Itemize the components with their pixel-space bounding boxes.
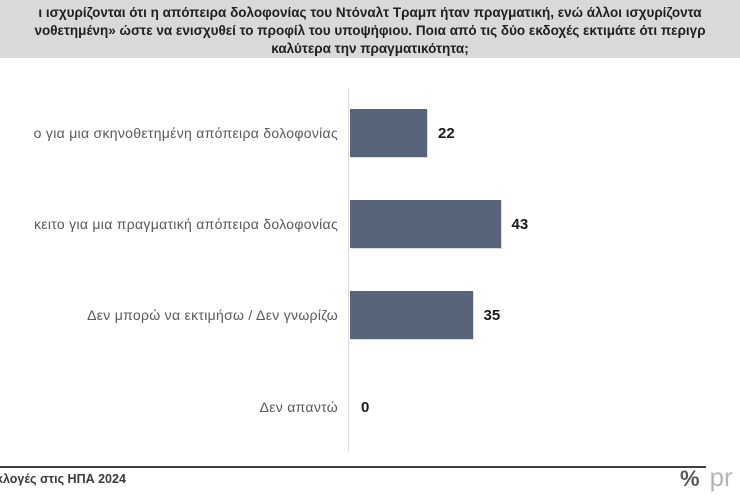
category-label-dont-know: Δεν μπορώ να εκτιμήσω / Δεν γνωρίζω	[87, 307, 338, 323]
value-label: 43	[511, 215, 529, 233]
bar-chart: ο για μια σκηνοθετημένη απόπειρα δολοφον…	[0, 58, 740, 458]
logo-wordmark: pr	[709, 462, 733, 492]
category-label-staged-attempt: ο για μια σκηνοθετημένη απόπειρα δολοφον…	[33, 125, 338, 141]
bar-row: 22	[350, 109, 455, 157]
bar-row: 0	[350, 383, 369, 431]
value-label: 0	[361, 398, 370, 416]
category-label-no-answer: Δεν απαντώ	[259, 399, 338, 415]
bar-row: 43	[350, 200, 528, 248]
question-title-line-2: νοθετημένη» ώστε να ενισχυθεί το προφίλ …	[34, 23, 706, 38]
bar-row: 35	[350, 291, 500, 339]
value-label: 35	[483, 306, 501, 324]
question-title-line-1: ι ισχυρίζονται ότι η απόπειρα δολοφονίας…	[38, 5, 702, 20]
source-label: κλογές στις ΗΠΑ 2024	[0, 472, 126, 486]
footer-divider	[0, 466, 706, 468]
bar-real-attempt	[350, 200, 501, 248]
question-title-band: ι ισχυρίζονται ότι η απόπειρα δολοφονίας…	[0, 0, 740, 58]
bar-dont-know	[350, 291, 473, 339]
question-title-line-3: καλύτερα την πραγματικότητα;	[271, 41, 469, 56]
category-label-real-attempt: κειτο για μια πραγματική απόπειρα δολοφο…	[33, 216, 338, 232]
value-label: 22	[438, 124, 455, 142]
percent-logo-icon: %	[680, 466, 700, 491]
axis-line	[348, 88, 349, 452]
bar-staged-attempt	[350, 109, 427, 157]
prorata-logo: % pr	[680, 462, 733, 493]
